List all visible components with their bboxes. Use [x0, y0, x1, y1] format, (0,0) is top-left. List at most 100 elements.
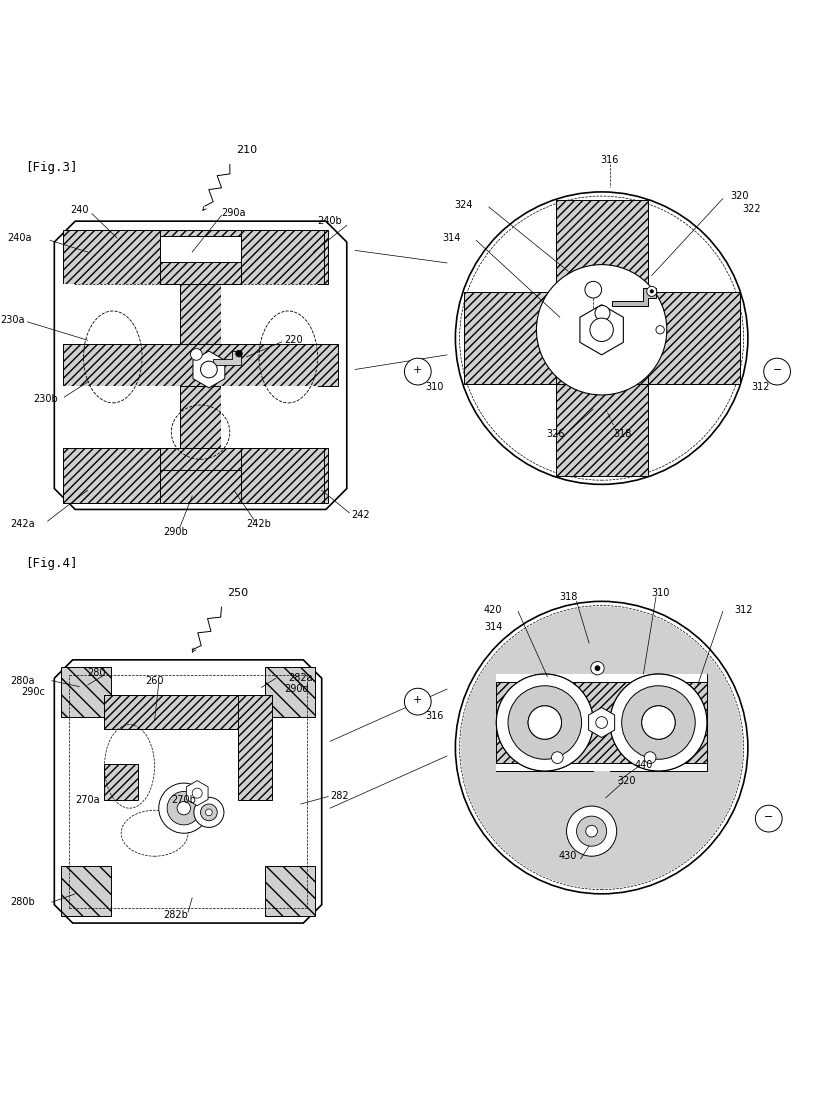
- Bar: [555, 200, 647, 292]
- Circle shape: [585, 825, 597, 837]
- Circle shape: [200, 361, 217, 378]
- Bar: [180, 284, 221, 449]
- Circle shape: [650, 290, 653, 293]
- Bar: [496, 674, 706, 771]
- Bar: [73, 230, 327, 284]
- Bar: [63, 449, 160, 503]
- Text: 324: 324: [454, 200, 473, 210]
- Circle shape: [755, 805, 782, 832]
- Text: 312: 312: [734, 604, 752, 614]
- Bar: [160, 449, 240, 470]
- Bar: [221, 284, 317, 344]
- Text: 260: 260: [145, 675, 164, 685]
- Bar: [160, 262, 240, 284]
- Circle shape: [235, 350, 242, 357]
- Text: 280a: 280a: [10, 675, 35, 685]
- Bar: [63, 284, 180, 344]
- Bar: [240, 449, 324, 503]
- Text: 230a: 230a: [1, 314, 25, 324]
- Bar: [63, 230, 160, 284]
- Circle shape: [455, 192, 747, 484]
- Bar: [555, 384, 647, 477]
- Text: −: −: [763, 812, 773, 822]
- Circle shape: [595, 717, 607, 729]
- Circle shape: [194, 798, 224, 828]
- Circle shape: [536, 264, 666, 396]
- Bar: [555, 292, 647, 384]
- Text: 420: 420: [483, 604, 502, 614]
- Circle shape: [641, 705, 675, 739]
- Circle shape: [177, 801, 190, 814]
- Polygon shape: [611, 288, 655, 307]
- Text: +: +: [412, 366, 423, 376]
- Text: 270a: 270a: [75, 794, 100, 804]
- Bar: [238, 695, 271, 800]
- Text: 240b: 240b: [317, 217, 342, 227]
- Circle shape: [404, 689, 431, 715]
- Circle shape: [528, 705, 561, 739]
- Polygon shape: [579, 304, 623, 356]
- Circle shape: [167, 791, 200, 825]
- Circle shape: [200, 804, 217, 821]
- Polygon shape: [186, 781, 208, 805]
- Text: 318: 318: [559, 592, 577, 602]
- Text: −: −: [772, 366, 782, 376]
- Bar: [61, 667, 111, 717]
- Circle shape: [595, 306, 610, 321]
- Text: 316: 316: [600, 156, 619, 166]
- Text: 282: 282: [330, 791, 348, 801]
- Circle shape: [655, 326, 664, 334]
- Polygon shape: [207, 351, 240, 366]
- Bar: [647, 292, 739, 384]
- Text: 210: 210: [235, 146, 257, 156]
- Circle shape: [496, 674, 593, 771]
- Bar: [104, 695, 271, 729]
- Circle shape: [190, 349, 202, 360]
- Bar: [63, 449, 160, 503]
- Text: 320: 320: [617, 777, 635, 787]
- Text: 242: 242: [351, 510, 369, 520]
- Circle shape: [621, 685, 695, 759]
- Circle shape: [460, 607, 742, 889]
- Circle shape: [576, 817, 606, 847]
- Bar: [160, 237, 240, 278]
- Text: 250: 250: [227, 588, 249, 598]
- Text: 290a: 290a: [221, 208, 246, 218]
- Text: 326: 326: [546, 429, 564, 439]
- Text: 242b: 242b: [246, 519, 271, 529]
- Circle shape: [551, 752, 563, 763]
- Text: [Fig.3]: [Fig.3]: [25, 160, 78, 173]
- Circle shape: [508, 685, 581, 759]
- Circle shape: [584, 281, 601, 298]
- Circle shape: [621, 685, 695, 759]
- Text: 314: 314: [442, 233, 460, 243]
- Text: 290c: 290c: [22, 687, 45, 697]
- Text: 430: 430: [559, 851, 577, 861]
- Text: 440: 440: [634, 759, 652, 769]
- Text: 270b: 270b: [171, 794, 196, 804]
- Text: 312: 312: [751, 382, 769, 392]
- Text: 310: 310: [650, 588, 669, 598]
- Text: 322: 322: [742, 203, 761, 213]
- Circle shape: [590, 318, 613, 341]
- Circle shape: [566, 807, 616, 857]
- Text: 318: 318: [613, 429, 631, 439]
- Text: 282b: 282b: [163, 910, 188, 920]
- Circle shape: [528, 705, 561, 739]
- Bar: [496, 682, 706, 762]
- Text: 240a: 240a: [7, 233, 32, 243]
- Circle shape: [644, 752, 655, 763]
- Text: 316: 316: [425, 711, 443, 721]
- Bar: [63, 344, 338, 387]
- Circle shape: [595, 665, 600, 671]
- Circle shape: [496, 674, 593, 771]
- Bar: [221, 387, 317, 449]
- Bar: [265, 867, 315, 917]
- Bar: [463, 292, 555, 384]
- Text: 280b: 280b: [10, 898, 35, 908]
- Text: 290d: 290d: [284, 684, 309, 694]
- Polygon shape: [193, 351, 225, 388]
- Text: 314: 314: [483, 621, 502, 631]
- Text: 280: 280: [87, 668, 105, 678]
- Circle shape: [508, 685, 581, 759]
